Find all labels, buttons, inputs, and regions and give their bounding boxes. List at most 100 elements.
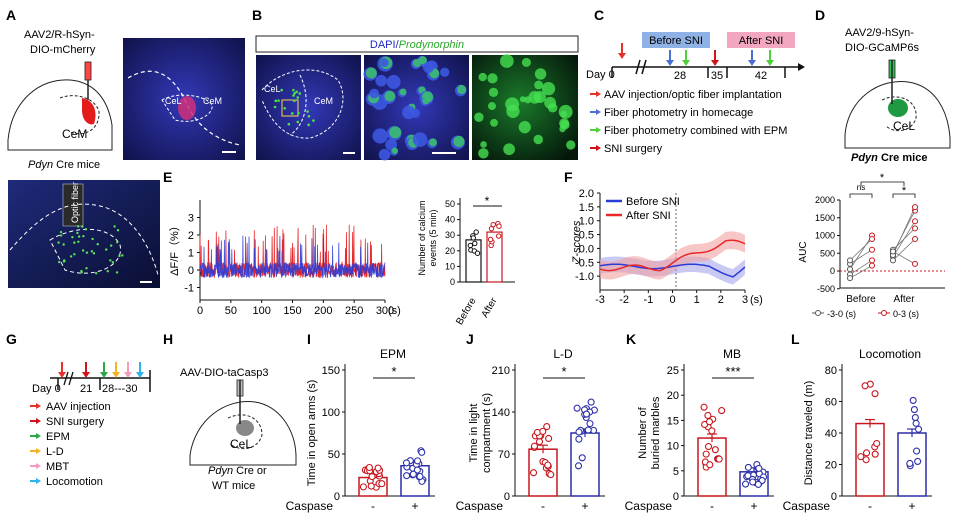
timeline-arrowhead bbox=[798, 63, 805, 71]
data-point bbox=[359, 483, 367, 491]
h-mouse-line: Pdyn Cre or bbox=[208, 465, 267, 477]
ytick-label: 0 bbox=[831, 491, 837, 503]
g-legend-arrow-4-head bbox=[36, 463, 41, 469]
b1-cell-dot bbox=[274, 99, 278, 103]
optic-fiber-label: Optic fiber bbox=[70, 182, 80, 223]
b1-cell-dot bbox=[287, 122, 291, 126]
panel-letter-k: K bbox=[626, 331, 636, 347]
panel-c: C Before SNI After SNI Day 0 28 35 42 AA… bbox=[586, 7, 805, 155]
b2-pdyn-cell bbox=[399, 88, 407, 96]
g-arrow-sni-head bbox=[82, 372, 90, 378]
timeline-legend: AAV injection/optic fiber implantation Fi… bbox=[590, 89, 787, 155]
ylabel: compartment (s) bbox=[481, 393, 493, 473]
g-day0: Day 0 bbox=[32, 383, 61, 395]
data-point bbox=[857, 453, 865, 461]
c-legend-arrow-2-head bbox=[596, 127, 601, 133]
b2-nucleus bbox=[369, 88, 380, 99]
e-bar-point bbox=[472, 240, 478, 247]
fiber-cell-dot bbox=[92, 252, 96, 255]
ylabel: Time in light bbox=[468, 404, 480, 463]
e-xtick-label: 100 bbox=[252, 305, 270, 317]
timeline-arrows bbox=[618, 43, 774, 66]
panel-letter-f: F bbox=[564, 169, 573, 185]
day0-label: Day 0 bbox=[586, 69, 615, 81]
b3-pdyn-cell bbox=[518, 121, 531, 134]
fiber-cell-dot bbox=[90, 250, 94, 253]
f-ytick-label: 1.0 bbox=[579, 216, 594, 228]
e-xtick-label: 150 bbox=[283, 305, 301, 317]
f-xtick-label: 3 bbox=[742, 294, 748, 306]
plot-title-j: L-D bbox=[553, 347, 573, 361]
auc-ns: ns bbox=[857, 183, 865, 192]
ytick-label: 10 bbox=[667, 441, 679, 453]
f-xtick-label: 0 bbox=[669, 294, 675, 306]
ytick-label: 150 bbox=[322, 365, 340, 377]
auc-legend-pre-marker bbox=[815, 310, 821, 316]
auc-after-post bbox=[912, 236, 918, 243]
e-bar-point bbox=[473, 229, 479, 235]
e-xtick-label: 200 bbox=[314, 305, 332, 317]
b1-cell-dot bbox=[307, 123, 310, 127]
arrow-epm-42-head bbox=[766, 60, 774, 66]
timeline-break-2 bbox=[641, 59, 647, 75]
fiber-cell-dot bbox=[109, 244, 113, 247]
b1-cell-dot bbox=[277, 99, 280, 102]
auc-ytick-label: 1000 bbox=[815, 231, 835, 241]
b3-pdyn-cell bbox=[478, 148, 489, 159]
b3-pdyn-cell bbox=[500, 54, 514, 68]
caspase-tick-1: + bbox=[581, 499, 588, 513]
b1-cell-dot bbox=[307, 114, 311, 118]
e-cat-after: After bbox=[480, 295, 500, 319]
caspase-tick-0: - bbox=[371, 499, 375, 513]
data-point bbox=[584, 426, 592, 434]
injection-site-d bbox=[888, 99, 908, 117]
sig-stars: *** bbox=[725, 364, 740, 379]
auc-before-post bbox=[869, 236, 875, 243]
micrograph-b2-cells bbox=[363, 56, 467, 161]
ytick-label: 0 bbox=[673, 491, 679, 503]
e-bar-point bbox=[487, 236, 494, 243]
panel-letter-b: B bbox=[252, 7, 262, 23]
fiber-cell-dot bbox=[69, 255, 73, 258]
g-legend-arrow-0-head bbox=[36, 403, 41, 409]
fiber-cell-dot bbox=[76, 225, 80, 228]
ytick-label: 25 bbox=[667, 365, 679, 377]
arrow-homecage-42-head bbox=[748, 60, 756, 66]
data-point bbox=[374, 464, 382, 472]
fiber-cell-dot bbox=[59, 234, 63, 237]
panel-letter-c: C bbox=[594, 7, 604, 23]
e-bar-point bbox=[496, 223, 502, 229]
data-point bbox=[402, 459, 411, 467]
c-legend-text-3: SNI surgery bbox=[604, 143, 663, 155]
data-point bbox=[545, 434, 553, 443]
caspase-tick-0: - bbox=[868, 499, 872, 513]
b1-cell-dot bbox=[298, 92, 302, 95]
panel-letter-a: A bbox=[6, 7, 16, 23]
sig-stars: * bbox=[561, 364, 566, 379]
fiber-cell-dot bbox=[111, 260, 115, 264]
auc-yticks: 2000 1500 1000 500 0 -500 bbox=[815, 195, 840, 294]
b3-pdyn-cell bbox=[487, 73, 498, 84]
micrograph-b1-region bbox=[261, 69, 344, 139]
auc-before-pair bbox=[849, 260, 873, 275]
panel-letter-d: D bbox=[815, 7, 825, 23]
day-42: 42 bbox=[755, 70, 767, 82]
b2-pdyn-cell bbox=[384, 90, 396, 102]
fiber-cell-dot bbox=[58, 260, 61, 264]
e-bar-point bbox=[474, 250, 481, 256]
data-point bbox=[535, 438, 544, 446]
b2-pdyn-cell bbox=[453, 135, 465, 148]
panel-f: F Z-scores 2.01.51.00.50.0-0.5-1.0 -3 -2-… bbox=[564, 169, 945, 319]
panel-k: K MB 25 20 15 10 5 0 Number of buried marbles - + Ca… bbox=[625, 331, 774, 513]
auc-after-pre bbox=[890, 248, 896, 255]
arrow-epm-28-head bbox=[682, 60, 690, 66]
virus-label-line1: AAV2/R-hSyn- bbox=[24, 29, 95, 41]
syringe-barrel bbox=[84, 61, 92, 81]
ytick-label: 140 bbox=[492, 407, 510, 419]
fiber-boundary-1 bbox=[9, 203, 159, 276]
panel-letter-j: J bbox=[466, 331, 474, 347]
e-cat-before: Before bbox=[454, 296, 478, 327]
data-point bbox=[700, 403, 708, 411]
e-bar-ytick-label: 50 bbox=[445, 199, 455, 209]
